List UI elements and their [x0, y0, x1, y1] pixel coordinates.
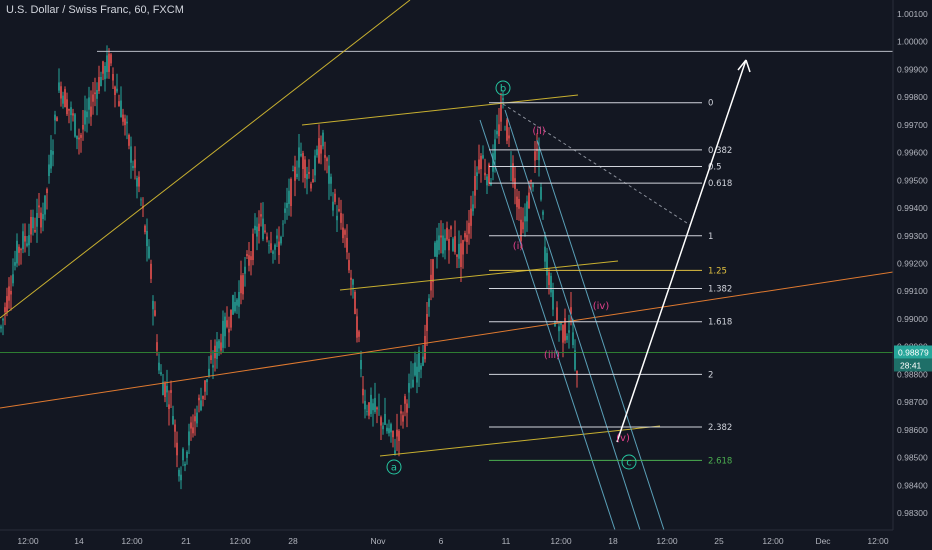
channel-line-lower[interactable]: [479, 119, 616, 531]
trend-line-middle[interactable]: [339, 260, 619, 291]
time-tick-label: 28: [288, 536, 298, 546]
fib-level-label: 0.382: [708, 146, 732, 156]
time-tick-label: Nov: [370, 536, 386, 546]
price-tick-label: 0.99400: [897, 203, 928, 213]
wave-label-pink: (iv): [593, 301, 610, 312]
wave-label-pink: (v): [616, 433, 630, 444]
price-tick-label: 0.98600: [897, 425, 928, 435]
price-tick-label: 0.98500: [897, 453, 928, 463]
price-tick-label: 0.99100: [897, 286, 928, 296]
fib-level-label: 1.25: [708, 266, 727, 276]
price-tick-label: 0.99900: [897, 64, 928, 74]
price-tick-label: 0.99700: [897, 120, 928, 130]
fib-level-label: 2.382: [708, 423, 732, 433]
trend-line-rising[interactable]: [0, 0, 411, 319]
fib-level-label: 2.618: [708, 456, 732, 466]
price-tick-label: 1.00100: [897, 9, 928, 19]
time-tick-label: 12:00: [762, 536, 784, 546]
wave-label-a: a: [391, 463, 397, 474]
time-tick-label: 18: [608, 536, 618, 546]
price-tick-label: 0.99000: [897, 314, 928, 324]
current-price-tag: [894, 345, 932, 359]
fib-level-label: 0.618: [708, 179, 732, 189]
price-tick-label: 0.98700: [897, 397, 928, 407]
price-tick-label: 0.98800: [897, 369, 928, 379]
fib-level-label: 1.618: [708, 318, 732, 328]
symbol-title: U.S. Dollar / Swiss Franc, 60, FXCM: [6, 4, 184, 16]
price-tick-label: 0.99200: [897, 259, 928, 269]
countdown-label: 28:41: [900, 360, 922, 370]
projection-arrow-line[interactable]: [616, 59, 747, 443]
time-tick-label: 25: [714, 536, 724, 546]
fib-level-label: 0.5: [708, 162, 722, 172]
time-tick-label: 12:00: [867, 536, 889, 546]
trend-line-upper[interactable]: [301, 94, 579, 126]
time-tick-label: 11: [502, 536, 511, 546]
fib-level-label: 0: [708, 99, 713, 109]
price-tick-label: 0.99800: [897, 92, 928, 102]
trend-line-lower[interactable]: [379, 425, 661, 457]
price-tick-label: 1.00000: [897, 37, 928, 47]
time-tick-label: 6: [439, 536, 444, 546]
price-tick-label: 0.99600: [897, 148, 928, 158]
time-tick-label: 12:00: [229, 536, 251, 546]
price-tick-label: 0.99500: [897, 175, 928, 185]
price-tick-label: 0.98400: [897, 480, 928, 490]
wave-label-b-circle: [495, 80, 511, 96]
time-tick-label: Dec: [815, 536, 831, 546]
current-price-label: 0.98879: [898, 347, 929, 357]
time-tick-label: 12:00: [17, 536, 39, 546]
trend-line-orange[interactable]: [0, 271, 894, 409]
wave-label-pink: (i): [513, 241, 524, 252]
wave-label-c: c: [626, 458, 632, 469]
wave-label-c-circle: [621, 454, 637, 470]
wave-label-pink: (iii): [544, 350, 560, 361]
wave-label-b: b: [500, 84, 506, 95]
fib-level-label: 1: [708, 232, 713, 242]
time-tick-label: 21: [181, 536, 191, 546]
channel-line-upper[interactable]: [536, 139, 665, 531]
wave-label-pink: (ii): [532, 126, 545, 137]
countdown-tag: [894, 358, 932, 372]
fib-level-label: 2: [708, 370, 713, 380]
time-tick-label: 14: [74, 536, 84, 546]
price-tick-label: 0.99300: [897, 231, 928, 241]
projection-arrow-head: [737, 59, 751, 73]
wave-label-a-circle: [386, 459, 402, 475]
price-tick-label: 0.98300: [897, 508, 928, 518]
time-tick-label: 12:00: [121, 536, 143, 546]
fib-trend-dashed: [502, 103, 691, 226]
fib-level-label: 1.382: [708, 284, 732, 294]
time-tick-label: 12:00: [656, 536, 678, 546]
time-tick-label: 12:00: [550, 536, 572, 546]
